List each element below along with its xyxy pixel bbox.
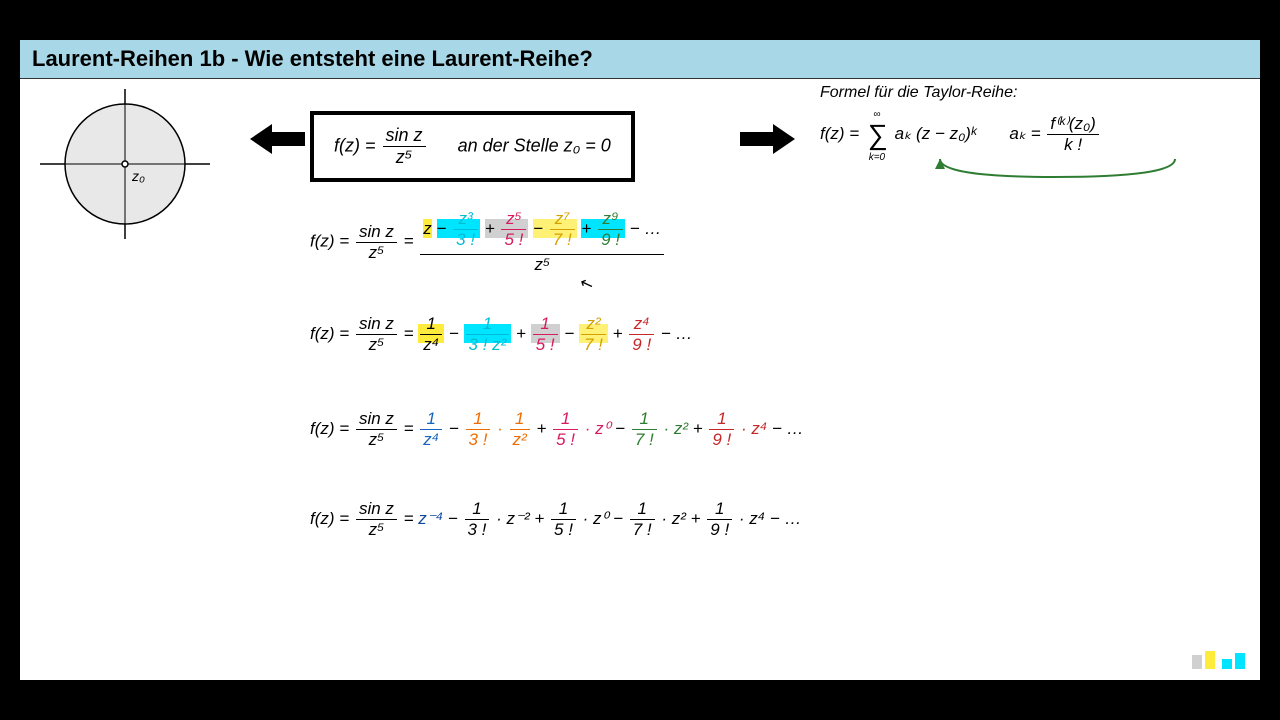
- func-lhs: f(z) =: [334, 135, 376, 155]
- complex-plane-icon: z₀: [40, 89, 210, 239]
- taylor-label: Formel für die Taylor-Reihe:: [820, 84, 1017, 102]
- arrow-left-icon: [250, 119, 305, 169]
- logo-icon: [1192, 651, 1245, 669]
- frac-sinz-z5: sin z z⁵: [383, 125, 426, 168]
- green-arrow-icon: [875, 159, 1235, 184]
- sum-symbol: ∞ ∑ k=0: [867, 119, 887, 151]
- taylor-formula: f(z) = ∞ ∑ k=0 aₖ (z − z₀)ᵏ aₖ = f⁽ᵏ⁾(z₀…: [820, 114, 1101, 155]
- location-text: an der Stelle z₀ = 0: [458, 135, 611, 155]
- expansion-line-1: f(z) = sin zz⁵ = z − z³3 ! + z⁵5 ! − z⁷7…: [310, 209, 666, 275]
- z0-label: z₀: [131, 168, 145, 184]
- expansion-line-2: f(z) = sin zz⁵ = 1z⁴ − 13 ! z² + 15 ! − …: [310, 314, 693, 355]
- arrow-right-icon: [740, 119, 795, 169]
- title-bar: Laurent-Reihen 1b - Wie entsteht eine La…: [20, 40, 1260, 79]
- expansion-line-4: f(z) = sin zz⁵ = z⁻⁴ − 13 ! · z⁻² + 15 !…: [310, 499, 802, 540]
- circle-diagram: z₀: [40, 89, 210, 244]
- formula-box: f(z) = sin z z⁵ an der Stelle z₀ = 0: [310, 111, 635, 182]
- cursor-icon: ↖: [577, 272, 596, 295]
- slide: Laurent-Reihen 1b - Wie entsteht eine La…: [20, 40, 1260, 680]
- ak-frac: f⁽ᵏ⁾(z₀) k !: [1047, 114, 1098, 155]
- expansion-line-3: f(z) = sin zz⁵ = 1z⁴ − 13 ! · 1z² + 15 !…: [310, 409, 804, 450]
- content-area: z₀ f(z) = sin z z⁵ an der Stelle z₀ = 0 …: [20, 79, 1260, 679]
